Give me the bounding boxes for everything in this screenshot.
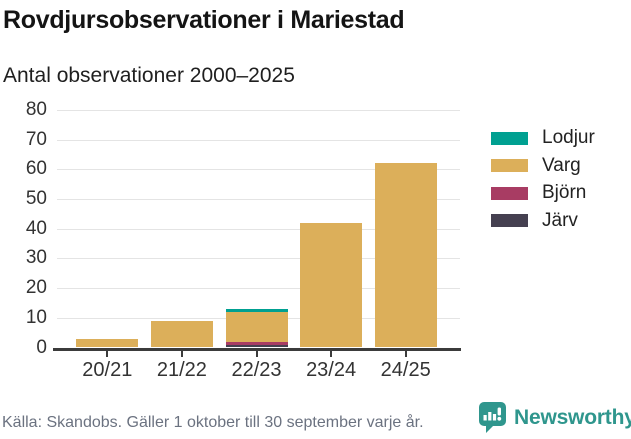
x-axis-category-label: 22/23 bbox=[231, 359, 282, 381]
y-gridline bbox=[57, 199, 460, 200]
y-gridline bbox=[57, 139, 460, 141]
x-axis-tick bbox=[404, 350, 407, 357]
y-gridline bbox=[57, 169, 460, 171]
legend-label: Varg bbox=[542, 154, 581, 176]
y-axis-tick-label: 70 bbox=[25, 128, 47, 150]
bar-segment-varg bbox=[76, 338, 139, 348]
legend-item-lodjur: Lodjur bbox=[491, 125, 595, 151]
y-axis-tick-label: 20 bbox=[25, 277, 47, 299]
newsworthy-logo-icon bbox=[479, 402, 506, 433]
bar-segment-varg bbox=[150, 320, 213, 348]
chart-title: Rovdjursobservationer i Mariestad bbox=[3, 6, 405, 34]
legend-label: Björn bbox=[542, 182, 587, 203]
y-gridline bbox=[57, 228, 460, 230]
legend-item-björn: Björn bbox=[491, 180, 586, 206]
bar-segment-varg bbox=[225, 311, 288, 342]
y-axis-tick-label: 0 bbox=[36, 336, 47, 358]
newsworthy-logo: Newsworthy bbox=[477, 401, 631, 434]
y-axis-tick-label: 80 bbox=[25, 98, 47, 120]
legend-swatch bbox=[491, 159, 528, 172]
y-gridline bbox=[57, 288, 460, 290]
x-axis-category-label: 21/22 bbox=[156, 359, 207, 381]
y-gridline bbox=[57, 109, 460, 111]
legend-label: Lodjur bbox=[542, 127, 595, 148]
bar-segment-järv bbox=[225, 344, 288, 348]
x-axis-line bbox=[53, 347, 461, 351]
legend-swatch bbox=[491, 131, 528, 145]
x-axis-category-label: 23/24 bbox=[306, 359, 357, 381]
x-axis-tick bbox=[255, 350, 258, 357]
bar-segment-varg bbox=[374, 163, 437, 348]
bar-segment-varg bbox=[300, 222, 363, 348]
bar-segment-björn bbox=[225, 341, 288, 345]
legend-label: Järv bbox=[542, 209, 578, 231]
y-axis-tick-label: 40 bbox=[25, 217, 47, 239]
bar-segment-lodjur bbox=[225, 308, 288, 312]
y-axis-tick-label: 60 bbox=[25, 158, 47, 180]
legend-swatch bbox=[491, 214, 528, 227]
x-axis-category-label: 20/21 bbox=[82, 359, 133, 381]
legend-item-varg: Varg bbox=[491, 153, 581, 179]
x-axis-category-label: 24/25 bbox=[380, 359, 431, 381]
legend-item-järv: Järv bbox=[491, 208, 578, 234]
y-axis-tick-label: 10 bbox=[25, 306, 47, 328]
y-axis-tick-label: 30 bbox=[25, 247, 47, 269]
chart-subtitle: Antal observationer 2000–2025 bbox=[3, 64, 295, 87]
legend-swatch bbox=[491, 186, 528, 200]
source-note: Källa: Skandobs. Gäller 1 oktober till 3… bbox=[2, 414, 424, 431]
x-axis-tick bbox=[180, 350, 183, 357]
y-gridline bbox=[57, 258, 460, 260]
x-axis-tick bbox=[106, 350, 109, 357]
y-axis-tick-label: 50 bbox=[25, 188, 47, 209]
x-axis-tick bbox=[330, 350, 333, 357]
newsworthy-wordmark: Newsworthy bbox=[514, 405, 631, 429]
